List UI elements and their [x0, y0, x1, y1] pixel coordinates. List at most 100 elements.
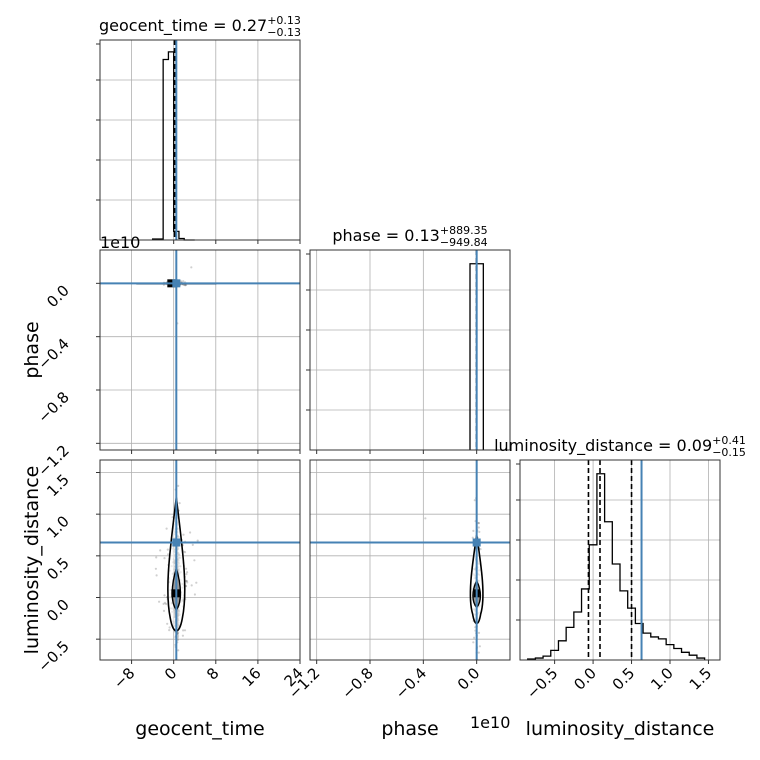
- hist-phase-title: phase = 0.13+889.35 −949.84: [332, 224, 487, 249]
- scatter-geocent_time-luminosity_distance-sample: [162, 609, 166, 613]
- hist-luminosity_distance-title: luminosity_distance = 0.09+0.41 −0.15: [494, 434, 746, 459]
- scatter-geocent_time-luminosity_distance-sample: [168, 629, 171, 632]
- scatter-geocent_time-phase-samples: [162, 266, 193, 325]
- scatter-geocent_time-luminosity_distance-injection-marker: [172, 538, 181, 547]
- scatter-phase-luminosity_distance-sample: [473, 499, 476, 502]
- scatter-geocent_time-luminosity_distance-grid: [100, 460, 300, 660]
- ytick-label-luminosity_distance-2: 0.5: [43, 554, 73, 584]
- scatter-geocent_time-luminosity_distance-sample: [166, 622, 169, 625]
- scatter-geocent_time-luminosity_distance-sample: [186, 571, 189, 574]
- scatter-phase-luminosity_distance-sample: [473, 636, 476, 639]
- scatter-geocent_time-phase-sample: [182, 280, 185, 283]
- scatter-geocent_time-luminosity_distance-sample: [185, 567, 188, 570]
- scatter-geocent_time-luminosity_distance-sample: [177, 631, 180, 634]
- scatter-geocent_time-luminosity_distance-sample: [159, 549, 162, 552]
- scatter-geocent_time-phase-frame: [99, 249, 301, 451]
- scatter-phase-luminosity_distance-sample: [472, 641, 475, 644]
- hist-luminosity_distance-title-lower: −0.15: [712, 446, 746, 459]
- scatter-phase-luminosity_distance-sample: [477, 526, 480, 529]
- scatter-geocent_time-luminosity_distance-sample: [181, 634, 184, 637]
- scatter-geocent_time-luminosity_distance-sample: [165, 527, 168, 530]
- hist-phase-panel: [306, 249, 511, 454]
- hist-luminosity_distance-frame: [519, 459, 721, 661]
- scatter-geocent_time-luminosity_distance-sample: [155, 556, 158, 559]
- scatter-phase-luminosity_distance-sample: [477, 631, 481, 635]
- scatter-phase-luminosity_distance-sample: [479, 548, 482, 551]
- ytick-label-phase-3: 0.0: [43, 281, 73, 311]
- scatter-geocent_time-luminosity_distance-sample: [166, 548, 169, 551]
- scatter-geocent_time-luminosity_distance-sample: [177, 649, 180, 652]
- xtick-label-geocent_time-0: −8: [110, 664, 138, 692]
- hist-luminosity_distance-title-main: luminosity_distance = 0.09: [494, 436, 712, 456]
- xtick-label-luminosity_distance-3: 1.0: [647, 664, 677, 694]
- hist-phase-title-main: phase = 0.13: [332, 226, 439, 245]
- scatter-phase-luminosity_distance-sample: [472, 529, 475, 533]
- ytick-label-phase-1: −0.8: [34, 388, 72, 426]
- scatter-geocent_time-luminosity_distance-sample: [163, 594, 166, 597]
- hist-phase-grid: [310, 250, 510, 450]
- xtick-label-geocent_time-1: 0: [161, 664, 180, 683]
- yaxis-label-luminosity_distance: luminosity_distance: [21, 466, 43, 655]
- hist-luminosity_distance-panel: [516, 459, 721, 664]
- scatter-geocent_time-phase-injection-marker: [172, 279, 181, 288]
- scatter-geocent_time-luminosity_distance-sample: [154, 567, 157, 570]
- xtick-label-phase-2: −0.4: [392, 664, 430, 702]
- scatter-phase-luminosity_distance-sample: [424, 517, 427, 520]
- xtick-label-luminosity_distance-0: −0.5: [523, 664, 561, 702]
- scatter-geocent_time-luminosity_distance-sample: [190, 584, 193, 587]
- scatter-phase-luminosity_distance-injection-marker: [472, 538, 481, 547]
- scatter-geocent_time-luminosity_distance-sample: [193, 559, 196, 562]
- scatter-geocent_time-luminosity_distance-sample: [183, 551, 187, 554]
- hist-geocent_time-panel: [96, 39, 301, 244]
- xtick-label-phase-1: −0.8: [338, 664, 376, 702]
- scatter-geocent_time-luminosity_distance-sample: [167, 553, 170, 556]
- scatter-geocent_time-luminosity_distance-sample: [185, 579, 188, 583]
- hist-phase-title-lower: −949.84: [440, 236, 488, 249]
- scatter-geocent_time-luminosity_distance-sample: [165, 602, 168, 606]
- hist-luminosity_distance-outline: [527, 473, 706, 660]
- xaxis-label-geocent_time: geocent_time: [135, 718, 264, 740]
- scatter-geocent_time-phase-sample: [184, 284, 187, 287]
- scatter-geocent_time-luminosity_distance-sample: [183, 629, 187, 632]
- xtick-label-luminosity_distance-4: 1.5: [686, 664, 716, 694]
- scatter-geocent_time-luminosity_distance-sample: [155, 574, 158, 577]
- xtick-label-phase-3: 0.0: [454, 664, 484, 694]
- scatter-geocent_time-luminosity_distance-sample: [163, 557, 166, 560]
- ytick-label-luminosity_distance-1: 0.0: [43, 596, 73, 626]
- xtick-label-geocent_time-3: 16: [238, 664, 264, 690]
- scatter-geocent_time-phase-panel: [96, 249, 301, 454]
- hist-geocent_time-title-upper: +0.13: [267, 14, 301, 27]
- hist-geocent_time-grid: [100, 40, 300, 240]
- hist-geocent_time-title: geocent_time = 0.27+0.13 −0.13: [99, 14, 301, 39]
- scatter-geocent_time-luminosity_distance-panel: [96, 459, 301, 664]
- scatter-geocent_time-phase-grid: [100, 250, 300, 450]
- scatter-phase-luminosity_distance-sample: [478, 645, 481, 648]
- yaxis-label-phase: phase: [21, 321, 43, 378]
- scatter-geocent_time-luminosity_distance-sample: [168, 626, 171, 629]
- scatter-geocent_time-luminosity_distance-sample: [177, 484, 180, 487]
- panels-layer: [96, 39, 721, 664]
- scatter-geocent_time-luminosity_distance-sample: [177, 634, 180, 638]
- ytick-label-luminosity_distance-3: 1.0: [43, 512, 73, 542]
- scatter-geocent_time-luminosity_distance-sample: [182, 629, 185, 632]
- scatter-phase-luminosity_distance-sample: [477, 522, 480, 525]
- scatter-geocent_time-luminosity_distance-sample: [193, 593, 196, 596]
- scatter-phase-luminosity_distance-sample: [478, 530, 481, 534]
- scatter-geocent_time-luminosity_distance-frame: [99, 459, 301, 661]
- hist-luminosity_distance-grid: [520, 460, 720, 660]
- scatter-geocent_time-luminosity_distance-sample: [191, 543, 194, 547]
- scatter-phase-luminosity_distance-sample: [471, 536, 474, 539]
- scatter-phase-luminosity_distance-sample: [477, 521, 480, 525]
- xtick-label-luminosity_distance-1: 0.0: [570, 664, 600, 694]
- scatter-geocent_time-luminosity_distance-sample: [178, 502, 181, 505]
- scatter-phase-luminosity_distance-panel: [309, 459, 511, 664]
- scatter-geocent_time-luminosity_distance-sample: [185, 579, 188, 583]
- scatter-geocent_time-luminosity_distance-sample: [186, 581, 189, 584]
- scatter-phase-luminosity_distance-frame: [309, 459, 511, 661]
- hist-geocent_time-title-lower: −0.13: [267, 26, 301, 39]
- hist-geocent_time-frame: [99, 39, 301, 241]
- xtick-label-luminosity_distance-2: 0.5: [609, 664, 639, 694]
- hist-phase-frame: [309, 249, 511, 451]
- scatter-geocent_time-luminosity_distance-sample: [158, 600, 161, 603]
